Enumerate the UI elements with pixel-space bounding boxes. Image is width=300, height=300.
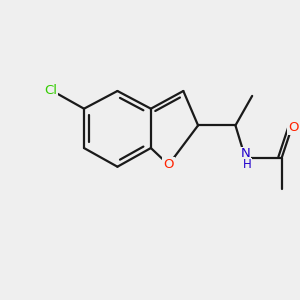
Text: Cl: Cl — [44, 85, 57, 98]
Text: O: O — [288, 121, 299, 134]
Text: N: N — [240, 147, 250, 161]
Text: H: H — [243, 158, 252, 171]
Text: O: O — [163, 158, 174, 171]
